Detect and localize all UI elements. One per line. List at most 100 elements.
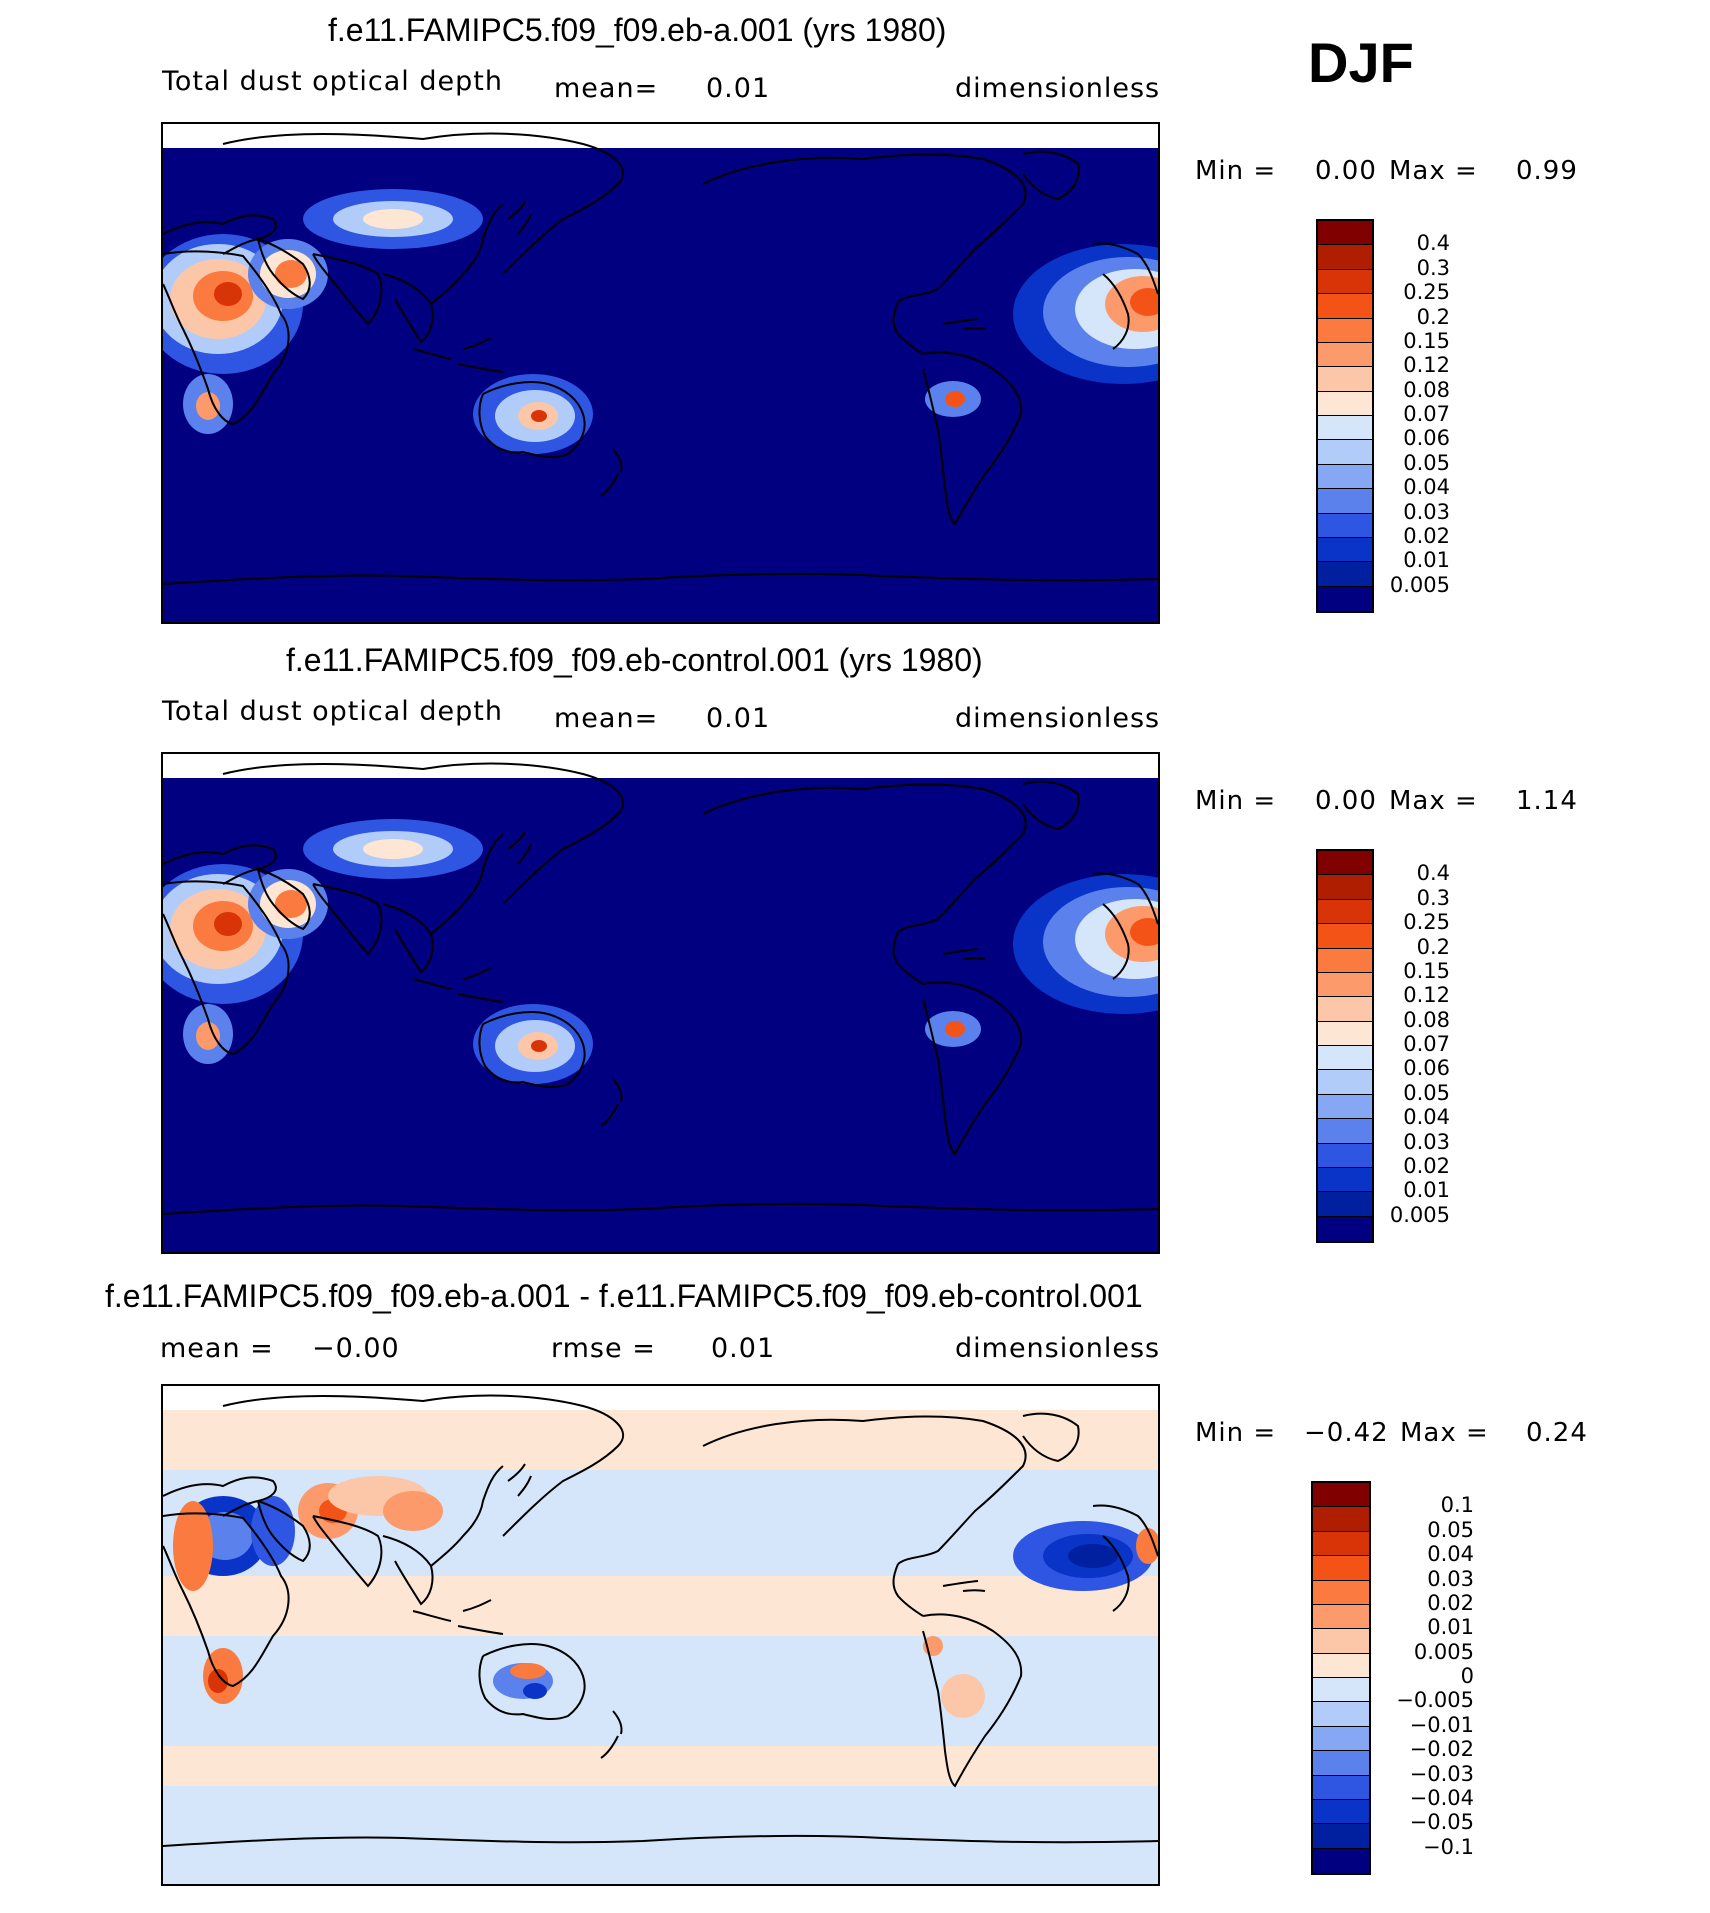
panel2-colorbar-labels: 0.4 0.3 0.25 0.2 0.15 0.12 0.08 0.07 0.06 0.05 0.0… bbox=[1380, 849, 1450, 1243]
coastline bbox=[430, 203, 504, 305]
panel1-max-value: 0.99 bbox=[1516, 156, 1578, 186]
dust-contour bbox=[363, 209, 423, 229]
coastline bbox=[163, 1476, 277, 1517]
coastline bbox=[702, 1415, 1027, 1565]
colorbar-swatch bbox=[1318, 221, 1372, 246]
coastline bbox=[163, 1512, 290, 1688]
colorbar-label: 0.25 bbox=[1403, 910, 1450, 935]
panel1-variable: Total dust optical depth bbox=[162, 66, 503, 97]
colorbar-swatch bbox=[1313, 1848, 1369, 1873]
dust-contour bbox=[196, 1022, 220, 1050]
difference-band bbox=[163, 1410, 1158, 1470]
panel1-max-label: Max = bbox=[1389, 156, 1478, 186]
colorbar-label: 0.03 bbox=[1403, 499, 1450, 524]
coastline bbox=[942, 1580, 986, 1592]
panel1-mean-label: mean= bbox=[554, 73, 659, 104]
panel3-max-value: 0.24 bbox=[1526, 1418, 1588, 1448]
colorbar-label: −0.1 bbox=[1423, 1834, 1474, 1859]
panel2-mean-label: mean= bbox=[554, 703, 659, 734]
difference-contour bbox=[383, 1491, 443, 1531]
colorbar-swatch bbox=[1318, 367, 1372, 392]
colorbar-label: 0.1 bbox=[1440, 1493, 1474, 1518]
colorbar-swatch bbox=[1318, 1046, 1372, 1071]
colorbar-swatch bbox=[1318, 537, 1372, 563]
colorbar-swatch bbox=[1318, 875, 1372, 900]
colorbar-label: 0.03 bbox=[1403, 1129, 1450, 1154]
panel3-mean-label: mean = bbox=[160, 1333, 274, 1364]
coastline bbox=[600, 448, 623, 497]
panel2-units: dimensionless bbox=[955, 703, 1161, 734]
dust-contour bbox=[531, 1040, 547, 1052]
colorbar-swatch bbox=[1318, 440, 1372, 465]
colorbar-swatch bbox=[1313, 1531, 1369, 1557]
panel3-colorbar-labels: 0.1 0.05 0.04 0.03 0.02 0.01 0.005 0 −0.005 −0.01… bbox=[1378, 1481, 1474, 1875]
colorbar-label: −0.03 bbox=[1409, 1761, 1474, 1786]
coastline bbox=[382, 273, 434, 344]
difference-band bbox=[163, 1576, 1158, 1636]
panel3-title: f.e11.FAMIPC5.f09_f09.eb-a.001 - f.e11.F… bbox=[105, 1278, 1143, 1314]
panel2-title: f.e11.FAMIPC5.f09_f09.eb-control.001 (yr… bbox=[286, 642, 983, 678]
panel3-mean-value: −0.00 bbox=[312, 1333, 400, 1364]
season-label: DJF bbox=[1308, 31, 1414, 94]
coastline bbox=[507, 1463, 532, 1497]
coastline bbox=[163, 1202, 1158, 1215]
colorbar-swatch bbox=[1318, 416, 1372, 441]
colorbar-label: 0.01 bbox=[1427, 1615, 1474, 1640]
colorbar-swatch bbox=[1318, 1192, 1372, 1217]
colorbar-label: 0.04 bbox=[1403, 1105, 1450, 1130]
colorbar-swatch bbox=[1313, 1775, 1369, 1800]
colorbar-swatch bbox=[1318, 269, 1372, 295]
panel1-map bbox=[161, 122, 1160, 624]
colorbar-swatch bbox=[1318, 562, 1372, 587]
colorbar-label: 0.15 bbox=[1403, 328, 1450, 353]
panel3-map-svg bbox=[163, 1386, 1158, 1884]
coastline bbox=[430, 833, 504, 935]
colorbar-swatch bbox=[1313, 1483, 1369, 1508]
colorbar-label: 0.2 bbox=[1416, 304, 1450, 329]
colorbar-label: 0.12 bbox=[1403, 353, 1450, 378]
panel2-mean-value: 0.01 bbox=[706, 703, 771, 734]
colorbar-swatch bbox=[1318, 489, 1372, 514]
coastline bbox=[507, 201, 532, 235]
colorbar-swatch bbox=[1318, 294, 1372, 319]
coastline bbox=[892, 931, 924, 985]
coastline bbox=[312, 253, 383, 326]
dust-contour bbox=[945, 1021, 965, 1037]
colorbar-swatch bbox=[1313, 1604, 1369, 1630]
difference-contour bbox=[1136, 1528, 1158, 1564]
colorbar-label: 0.25 bbox=[1403, 280, 1450, 305]
coastline bbox=[163, 1834, 1158, 1847]
colorbar-swatch bbox=[1318, 1070, 1372, 1095]
colorbar-swatch bbox=[1318, 899, 1372, 925]
dust-contour bbox=[214, 912, 242, 936]
panel3-rmse-value: 0.01 bbox=[711, 1333, 776, 1364]
panel1-min-value: 0.00 bbox=[1315, 156, 1377, 186]
coastline bbox=[163, 880, 290, 1056]
colorbar-label: 0.06 bbox=[1403, 426, 1450, 451]
colorbar-label: 0.4 bbox=[1416, 861, 1450, 886]
coastline bbox=[412, 337, 504, 373]
colorbar-label: 0.02 bbox=[1403, 1153, 1450, 1178]
colorbar-label: 0.01 bbox=[1403, 1178, 1450, 1203]
colorbar-swatch bbox=[1313, 1556, 1369, 1581]
coastline bbox=[942, 948, 986, 960]
colorbar-swatch bbox=[1318, 391, 1372, 416]
panel3-rmse-label: rmse = bbox=[551, 1333, 656, 1364]
coastline bbox=[1092, 872, 1158, 980]
colorbar-swatch bbox=[1318, 1021, 1372, 1046]
colorbar-label: 0.07 bbox=[1403, 1032, 1450, 1056]
colorbar-swatch bbox=[1313, 1702, 1369, 1727]
coastline bbox=[382, 1535, 434, 1606]
panel3-map bbox=[161, 1384, 1160, 1886]
colorbar-label: 0.3 bbox=[1416, 885, 1450, 910]
colorbar-swatch bbox=[1313, 1824, 1369, 1849]
coastline bbox=[600, 1710, 623, 1759]
colorbar-label: 0.12 bbox=[1403, 983, 1450, 1008]
coastline bbox=[942, 318, 986, 330]
panel2-variable: Total dust optical depth bbox=[162, 696, 503, 727]
dust-contour bbox=[214, 282, 242, 306]
colorbar-swatch bbox=[1318, 1143, 1372, 1168]
dust-contour bbox=[945, 391, 965, 407]
coastline bbox=[922, 981, 1023, 1156]
colorbar-swatch bbox=[1313, 1799, 1369, 1825]
